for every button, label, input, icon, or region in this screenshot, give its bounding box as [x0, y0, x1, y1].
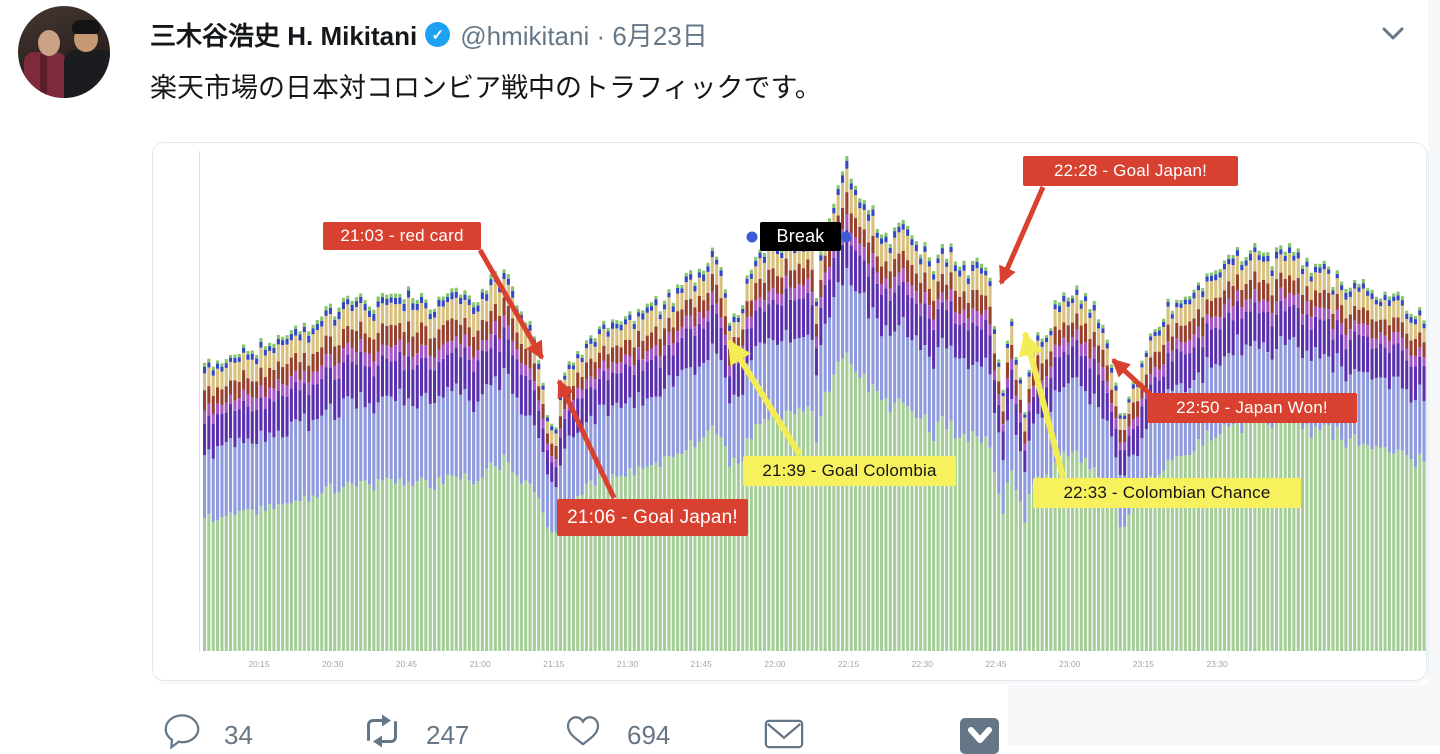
chart-annotation-goal-japan-2: 22:28 - Goal Japan! [1023, 156, 1238, 186]
x-axis-tick: 23:15 [1133, 659, 1155, 669]
traffic-chart-svg: 20:15 20:30 20:45 21:00 21:15 21:30 21:45 22:00… [199, 151, 1426, 669]
retweet-button[interactable]: 247 [358, 712, 469, 751]
reply-button[interactable]: 34 [162, 712, 253, 751]
x-axis-tick: 20:15 [248, 659, 270, 669]
dot-separator: · [596, 21, 606, 51]
direct-message-button[interactable] [764, 718, 804, 750]
envelope-icon [764, 719, 804, 749]
verified-badge-icon: ✓ [425, 22, 451, 47]
retweet-count: 247 [426, 720, 470, 750]
retweet-icon [367, 714, 397, 748]
tweet-media-chart[interactable]: 20:15 20:30 20:45 21:00 21:15 21:30 21:45 22:00… [152, 142, 1427, 681]
like-count: 694 [627, 720, 671, 750]
x-axis-tick: 22:45 [985, 659, 1007, 669]
avatar-person-right [64, 50, 110, 98]
annotation-arrows [477, 185, 1153, 500]
tweet-date[interactable]: 6月23日 [612, 21, 708, 51]
x-axis-tick: 21:45 [691, 659, 713, 669]
chart-annotation-goal-colombia: 21:39 - Goal Colombia [743, 456, 956, 486]
x-axis-tick: 20:30 [322, 659, 344, 669]
x-axis-tick: 20:45 [396, 659, 418, 669]
like-button[interactable]: 694 [563, 712, 670, 751]
reply-icon [164, 714, 200, 750]
x-axis-tick: 21:15 [543, 659, 565, 669]
display-name[interactable]: 三木谷浩史 H. Mikitani [150, 21, 418, 51]
tweet-header: 三木谷浩史 H. Mikitani ✓ @hmikitani · 6月23日 [150, 16, 708, 53]
chart-annotation-break: Break [760, 222, 841, 251]
user-handle-and-date[interactable]: @hmikitani · 6月23日 [460, 16, 708, 53]
chart-annotation-japan-won: 22:50 - Japan Won! [1147, 393, 1357, 423]
x-axis-tick: 21:30 [617, 659, 639, 669]
annotation-arrow-colombian-chance [1019, 331, 1066, 478]
reply-count: 34 [224, 720, 253, 750]
break-marker-dot [746, 231, 758, 243]
chart-annotation-goal-japan-1: 21:06 - Goal Japan! [557, 499, 748, 536]
user-handle[interactable]: @hmikitani [460, 21, 590, 51]
avatar-person-left-head [38, 30, 60, 56]
x-axis-tick: 22:00 [764, 659, 786, 669]
x-axis-tick: 23:00 [1059, 659, 1081, 669]
tweet-text: 楽天市場の日本対コロンビア戦中のトラフィックです。 [150, 73, 822, 103]
annotation-arrow-goal-japan-1 [556, 379, 617, 500]
x-axis: 20:15 20:30 20:45 21:00 21:15 21:30 21:45 22:00… [248, 659, 1228, 669]
avatar-person-right-cap [72, 20, 100, 34]
tweet-menu-chevron-icon[interactable] [1381, 26, 1405, 42]
page-bottom-gutter [1008, 685, 1440, 745]
traffic-stacked-bars [203, 156, 1426, 651]
avatar-jersey-stripe [40, 54, 47, 98]
break-marker-dot [840, 231, 852, 243]
x-axis-tick: 21:00 [469, 659, 491, 669]
annotation-arrow-japan-won [1111, 358, 1153, 397]
collapse-chevron-button[interactable] [960, 718, 999, 754]
page-right-gutter [1428, 0, 1440, 745]
heart-icon [566, 716, 600, 746]
x-axis-tick: 22:15 [838, 659, 860, 669]
annotation-arrow-goal-colombia [726, 339, 803, 457]
avatar[interactable] [18, 6, 110, 98]
annotation-arrow-red-card [477, 248, 545, 360]
x-axis-tick: 23:30 [1206, 659, 1228, 669]
tweet-action-bar: 34 247 694 [0, 708, 1010, 753]
chart-annotation-red-card: 21:03 - red card [323, 222, 481, 250]
x-axis-tick: 22:30 [912, 659, 934, 669]
annotation-arrow-goal-japan-2 [998, 185, 1046, 285]
chart-annotation-colombian-chance: 22:33 - Colombian Chance [1033, 478, 1301, 508]
chevron-down-icon [967, 727, 992, 743]
